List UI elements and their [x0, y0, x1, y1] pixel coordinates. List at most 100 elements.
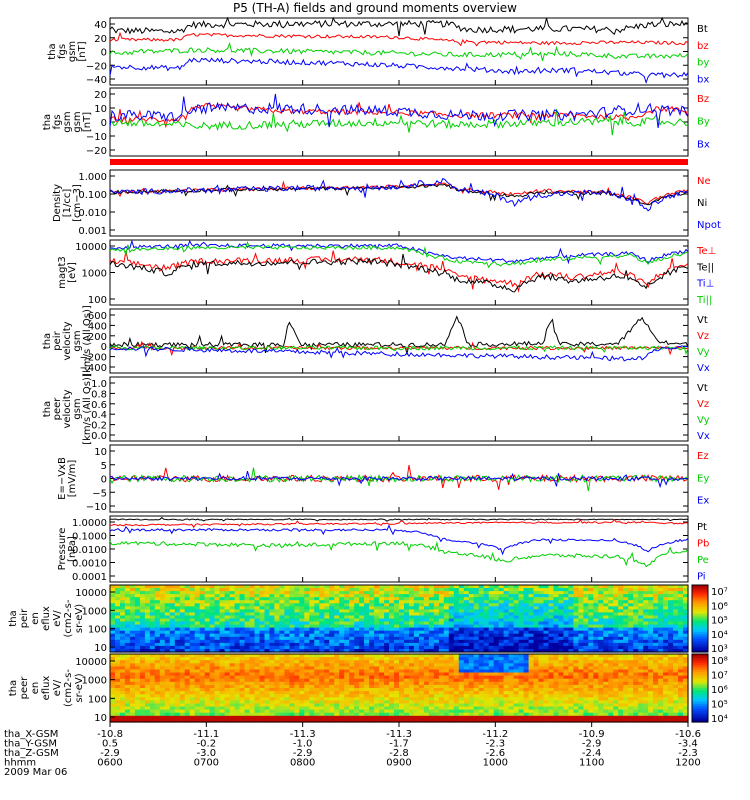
spectrogram-cell-s1 — [374, 615, 380, 620]
spectrogram-cell-s1 — [229, 612, 236, 616]
legend-p3-Npot: Npot — [697, 220, 721, 231]
spectrogram-cell-s2 — [409, 672, 415, 677]
spectrogram-cell-s1 — [423, 612, 430, 616]
spectrogram-cell-s2 — [339, 669, 345, 674]
spectrogram-cell-s1 — [144, 606, 151, 610]
spectrogram-cell-s2 — [194, 663, 201, 667]
spectrogram-cell-s1 — [334, 612, 340, 616]
spectrogram-cell-s2 — [588, 691, 594, 695]
spectrogram-cell-s1 — [458, 630, 465, 635]
spectrogram-cell-s1 — [538, 618, 545, 623]
spectrogram-cell-s2 — [209, 669, 216, 674]
spectrogram-cell-s2 — [418, 684, 425, 689]
spectrogram-cell-s1 — [139, 633, 146, 638]
spectrogram-cell-s2 — [463, 718, 470, 723]
spectrogram-cell-s2 — [483, 688, 490, 692]
spectrogram-cell-s2 — [349, 709, 355, 714]
spectrogram-cell-s2 — [543, 694, 550, 698]
spectrogram-cell-s1 — [478, 627, 485, 632]
spectrogram-cell-s1 — [593, 609, 599, 613]
spectrogram-cell-s2 — [194, 678, 201, 683]
spectrogram-cell-s2 — [573, 681, 579, 686]
spectrogram-cell-s2 — [199, 678, 206, 683]
spectrogram-cell-s2 — [443, 715, 450, 720]
spectrogram-cell-s2 — [538, 672, 545, 677]
spectrogram-cell-s2 — [458, 718, 465, 723]
spectrogram-cell-s2 — [364, 715, 370, 720]
spectrogram-cell-s2 — [124, 681, 131, 686]
spectrogram-cell-s1 — [463, 621, 470, 626]
spectrogram-cell-s2 — [364, 657, 370, 661]
spectrogram-cell-s2 — [204, 669, 211, 674]
spectrogram-cell-s1 — [523, 627, 530, 632]
spectrogram-cell-s2 — [144, 669, 151, 674]
spectrogram-cell-s1 — [324, 627, 330, 632]
spectrogram-cell-s2 — [224, 675, 231, 680]
spectrogram-cell-s1 — [124, 606, 131, 610]
spectrogram-cell-s1 — [259, 609, 266, 613]
spectrogram-cell-s2 — [339, 681, 345, 686]
spectrogram-cell-s2 — [538, 700, 545, 705]
spectrogram-cell-s2 — [259, 675, 266, 680]
spectrogram-cell-s1 — [189, 642, 196, 647]
spectrogram-cell-s2 — [384, 654, 390, 658]
spectrogram-cell-s1 — [164, 627, 171, 632]
spectrogram-cell-s2 — [568, 657, 574, 661]
spectrogram-cell-s1 — [483, 633, 490, 638]
spectrogram-cell-s1 — [274, 609, 280, 613]
spectrogram-cell-s2 — [349, 681, 355, 686]
spectrogram-cell-s2 — [573, 700, 579, 705]
spectrogram-cell-s2 — [573, 672, 579, 677]
spectrogram-cell-s2 — [453, 697, 460, 701]
spectrogram-cell-s1 — [488, 642, 495, 647]
spectrogram-cell-s2 — [134, 694, 141, 698]
spectrogram-cell-s1 — [633, 603, 639, 607]
spectrogram-cell-s2 — [453, 718, 460, 723]
spectrogram-cell-s1 — [598, 600, 604, 604]
spectrogram-cell-s1 — [448, 621, 455, 626]
spectrogram-cell-s1 — [179, 645, 186, 650]
y-axis-label-p6: gsm — [72, 398, 83, 419]
spectrogram-cell-s2 — [329, 672, 335, 677]
spectrogram-cell-s2 — [115, 712, 121, 717]
spectrogram-cell-s1 — [478, 612, 485, 616]
spectrogram-cell-s2 — [209, 715, 216, 720]
spectrogram-cell-s1 — [608, 639, 614, 644]
spectrogram-cell-s1 — [394, 612, 400, 616]
spectrogram-cell-s2 — [269, 700, 275, 705]
spectrogram-cell-s2 — [159, 678, 166, 683]
spectrogram-cell-s2 — [533, 678, 540, 683]
spectrogram-cell-s2 — [264, 688, 271, 692]
spectrogram-cell-s1 — [558, 649, 564, 653]
spectrogram-cell-s2 — [329, 712, 335, 717]
spectrogram-cell-s1 — [174, 624, 181, 629]
spectrogram-cell-s2 — [149, 718, 156, 723]
spectrogram-cell-s2 — [483, 672, 490, 677]
spectrogram-cell-s2 — [369, 709, 375, 714]
spectrogram-cell-s2 — [159, 663, 166, 667]
spectrogram-cell-s1 — [189, 639, 196, 644]
spectrogram-cell-s1 — [548, 630, 555, 635]
spectrogram-cell-s1 — [289, 649, 295, 653]
spectrogram-cell-s1 — [299, 621, 305, 626]
spectrogram-cell-s1 — [144, 615, 151, 620]
spectrogram-cell-s2 — [279, 703, 285, 708]
spectrogram-cell-s2 — [329, 718, 335, 723]
spectrogram-cell-s1 — [463, 612, 470, 616]
spectrogram-cell-s1 — [344, 645, 350, 650]
spectrogram-cell-s2 — [473, 657, 480, 661]
spectrogram-cell-s1 — [573, 603, 579, 607]
spectrogram-cell-s1 — [344, 633, 350, 638]
spectrogram-cell-s2 — [254, 694, 261, 698]
spectrogram-cell-s2 — [344, 706, 350, 711]
spectrogram-cell-s2 — [548, 694, 555, 698]
spectrogram-cell-s2 — [443, 706, 450, 711]
spectrogram-cell-s2 — [289, 694, 295, 698]
spectrogram-cell-s2 — [443, 660, 450, 664]
spectrogram-cell-s2 — [224, 678, 231, 683]
spectrogram-cell-s1 — [618, 630, 624, 635]
spectrogram-cell-s1 — [354, 624, 360, 629]
spectrogram-cell-s2 — [194, 691, 201, 695]
spectrogram-cell-s1 — [129, 597, 136, 601]
spectrogram-cell-s1 — [364, 636, 370, 641]
